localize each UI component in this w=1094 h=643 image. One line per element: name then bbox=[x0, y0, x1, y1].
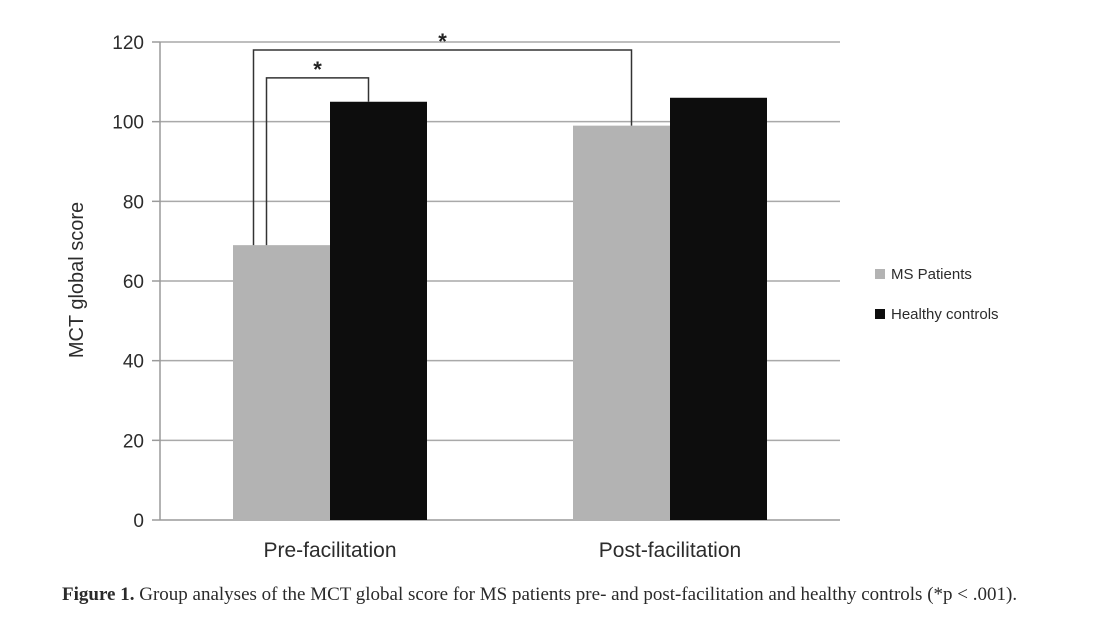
y-tick-label: 40 bbox=[123, 352, 144, 373]
caption-label: Figure 1. bbox=[62, 584, 135, 605]
x-category-label: Pre-facilitation bbox=[263, 539, 396, 562]
significance-star: * bbox=[438, 29, 447, 54]
y-tick-label: 120 bbox=[112, 33, 144, 54]
significance-bracket bbox=[252, 49, 633, 246]
legend-label: MS Patients bbox=[891, 266, 972, 283]
y-tick-label: 100 bbox=[112, 113, 144, 134]
bar-healthy-controls bbox=[670, 97, 767, 521]
bar-ms-patients bbox=[233, 245, 330, 520]
significance-bracket bbox=[265, 77, 370, 246]
legend-swatch bbox=[875, 269, 885, 279]
bar-ms-patients bbox=[573, 125, 670, 521]
y-tick-label: 80 bbox=[123, 192, 144, 213]
legend: MS Patients Healthy controls bbox=[875, 266, 999, 323]
legend-swatch bbox=[875, 309, 885, 319]
legend-label: Healthy controls bbox=[891, 306, 999, 323]
y-axis: 0 20 40 60 80 100 120 bbox=[112, 33, 161, 532]
y-tick-label: 0 bbox=[133, 511, 144, 532]
x-category-label: Post-facilitation bbox=[599, 539, 741, 562]
figure-caption: Figure 1. Group analyses of the MCT glob… bbox=[62, 582, 1072, 608]
bars bbox=[233, 97, 767, 521]
y-tick-label: 20 bbox=[123, 431, 144, 452]
significance-star: * bbox=[313, 57, 322, 82]
y-axis-label: MCT global score bbox=[66, 202, 88, 358]
bar-healthy-controls bbox=[330, 101, 427, 520]
significance-brackets: ** bbox=[252, 29, 633, 246]
y-tick-label: 60 bbox=[123, 272, 144, 293]
category-labels: Pre-facilitation Post-facilitation bbox=[263, 539, 741, 562]
caption-text: Group analyses of the MCT global score f… bbox=[139, 584, 1018, 605]
